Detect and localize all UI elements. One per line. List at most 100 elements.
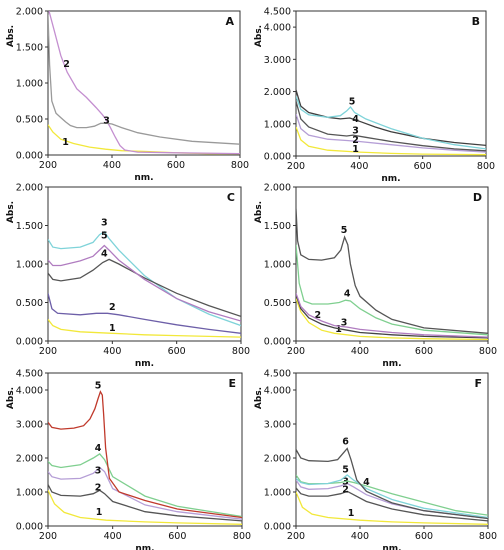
x-tick-label: 200	[39, 346, 57, 357]
chart-panel-a: 200 400 600 800 0.000 0.500 1.000 1.500 2.000 nm.…	[6, 7, 249, 184]
series-line-5	[296, 96, 486, 150]
series-line-5	[48, 244, 241, 322]
y-tick-label: 0.000	[264, 337, 291, 348]
chart-panel-c: 200 400 600 800 0.000 0.500 1.000 1.500 2.000 nm.…	[6, 183, 250, 370]
panel-label: B	[472, 15, 480, 28]
y-tick-label: 2.000	[16, 454, 43, 465]
y-axis-label: Abs.	[6, 201, 16, 223]
y-tick-label: 2.000	[264, 454, 291, 465]
y-tick-label: 4.000	[264, 23, 291, 34]
x-tick-label: 200	[287, 161, 305, 172]
y-axis-label: Abs.	[254, 387, 264, 409]
series-line-2	[48, 484, 242, 522]
y-axis-label: Abs.	[254, 201, 264, 223]
x-tick-label: 400	[103, 160, 121, 171]
x-tick-label: 400	[103, 346, 121, 357]
series-line-1	[296, 298, 488, 341]
plot-frame	[295, 10, 487, 157]
series-line-2	[296, 113, 486, 153]
curve-label-3: 3	[103, 115, 110, 126]
x-tick-label: 600	[168, 346, 186, 357]
chart-panel-f: 200 400 600 800 0.000 1.000 2.000 3.000 4.000 4.5…	[254, 369, 497, 550]
y-tick-label: 4.500	[264, 369, 291, 380]
curve-label-4: 4	[101, 248, 108, 259]
curve-label-2: 2	[314, 310, 321, 321]
y-tick-label: 0.000	[264, 522, 291, 533]
x-axis-label: nm.	[135, 359, 154, 369]
y-tick-label: 2.000	[16, 183, 43, 194]
y-tick-label: 1.000	[264, 488, 291, 499]
x-tick-label: 400	[351, 346, 369, 357]
panel-label: C	[227, 191, 235, 204]
y-tick-label: 4.500	[16, 369, 43, 380]
plot-frame	[47, 186, 242, 342]
series-line-4	[48, 258, 241, 318]
y-tick-label: 0.000	[264, 152, 291, 163]
x-tick-label: 600	[415, 531, 433, 542]
y-tick-label: 1.500	[16, 43, 43, 54]
x-tick-label: 400	[350, 161, 368, 172]
series-line-2	[296, 487, 488, 522]
curve-label-3: 3	[352, 125, 359, 136]
series-line-4	[296, 89, 486, 147]
x-tick-label: 800	[232, 346, 250, 357]
x-tick-label: 800	[233, 531, 251, 542]
x-tick-label: 800	[479, 346, 497, 357]
curve-label-2: 2	[109, 302, 116, 313]
x-axis-label: nm.	[134, 173, 153, 183]
plot-frame	[295, 186, 489, 342]
series-line-1	[296, 126, 486, 156]
curve-label-5: 5	[342, 464, 349, 475]
series-line-4	[296, 474, 488, 516]
curve-label-6: 6	[342, 436, 349, 447]
y-tick-label: 2.000	[264, 183, 291, 194]
y-tick-label: 2.000	[16, 7, 43, 18]
series-line-2	[296, 294, 488, 339]
curve-label-2: 2	[352, 135, 359, 146]
y-tick-label: 1.500	[16, 221, 43, 232]
curve-label-1: 1	[96, 507, 103, 518]
y-axis-label: Abs.	[6, 25, 16, 47]
chart-panel-e: 200 400 600 800 0.000 1.000 2.000 3.000 4.000 4.5…	[6, 369, 251, 550]
x-tick-label: 400	[351, 531, 369, 542]
x-tick-label: 800	[231, 160, 249, 171]
series-line-6	[296, 447, 488, 520]
series-line-4	[296, 244, 488, 336]
series-line-3	[48, 14, 240, 145]
panel-label: F	[474, 377, 482, 390]
series-line-3	[296, 101, 486, 152]
y-tick-label: 1.000	[16, 79, 43, 90]
x-tick-label: 600	[414, 161, 432, 172]
curve-label-2: 2	[63, 59, 70, 70]
y-tick-label: 1.000	[16, 488, 43, 499]
curve-label-5: 5	[101, 231, 108, 242]
curve-label-1: 1	[109, 323, 116, 334]
y-axis-label: Abs.	[6, 387, 16, 409]
curve-label-1: 1	[352, 144, 359, 155]
series-line-1	[48, 490, 242, 525]
y-tick-label: 1.000	[264, 260, 291, 271]
y-tick-label: 0.500	[16, 298, 43, 309]
curve-label-4: 4	[363, 477, 370, 488]
series-line-3	[48, 466, 242, 520]
series-line-2	[48, 11, 240, 155]
curve-label-4: 4	[95, 443, 102, 454]
y-tick-label: 3.000	[264, 420, 291, 431]
x-axis-label: nm.	[382, 544, 401, 550]
curve-label-3: 3	[101, 218, 108, 229]
y-axis-label: Abs.	[254, 25, 264, 47]
y-tick-label: 1.000	[264, 119, 291, 130]
curve-label-5: 5	[95, 380, 102, 391]
curve-label-5: 5	[349, 96, 356, 107]
plot-frame	[47, 372, 243, 527]
curve-label-1: 1	[348, 508, 355, 519]
x-tick-label: 400	[104, 531, 122, 542]
chart-panel-d: 200 400 600 800 0.000 0.500 1.000 1.500 2.000 nm.…	[254, 183, 497, 370]
y-tick-label: 3.000	[264, 55, 291, 66]
chart-panel-b: 200 400 600 800 0.000 1.000 2.000 3.000 4.000 4.5…	[254, 7, 495, 185]
series-line-5	[296, 208, 488, 334]
series-line-2	[48, 293, 241, 334]
series-line-3	[296, 293, 488, 338]
curve-label-1: 1	[62, 137, 69, 148]
